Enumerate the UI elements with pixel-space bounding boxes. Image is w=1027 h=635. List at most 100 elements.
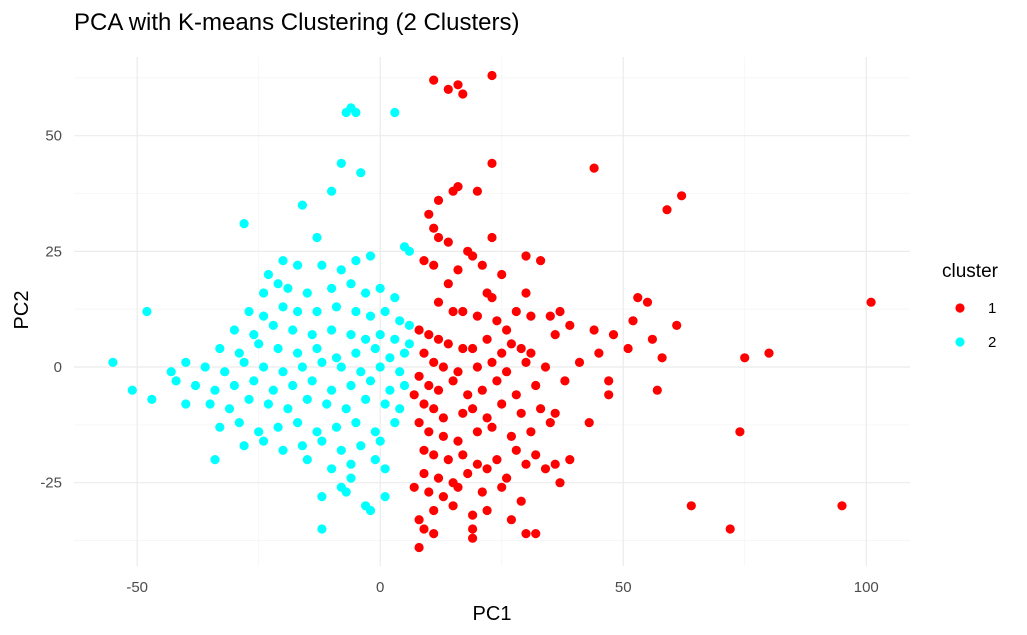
data-point-cluster-2 — [327, 283, 337, 293]
data-point-cluster-2 — [244, 394, 254, 404]
data-point-cluster-2 — [370, 455, 380, 465]
data-point-cluster-2 — [229, 325, 239, 335]
data-point-cluster-2 — [365, 505, 376, 516]
data-point-cluster-1 — [633, 293, 643, 303]
data-point-cluster-1 — [468, 510, 478, 520]
data-point-cluster-1 — [584, 418, 594, 428]
data-point-cluster-1 — [536, 256, 546, 266]
data-point-cluster-2 — [220, 367, 230, 377]
data-point-cluster-2 — [380, 399, 390, 409]
x-tick-label: 100 — [854, 579, 879, 596]
data-point-cluster-1 — [531, 529, 541, 539]
data-point-cluster-1 — [433, 232, 444, 243]
data-point-cluster-1 — [409, 390, 419, 400]
data-point-cluster-1 — [458, 89, 468, 99]
data-point-cluster-1 — [526, 427, 536, 437]
data-point-cluster-1 — [453, 436, 463, 446]
data-point-cluster-2 — [239, 441, 249, 451]
data-point-cluster-1 — [429, 505, 439, 516]
data-point-cluster-1 — [414, 515, 424, 525]
data-point-cluster-1 — [438, 492, 448, 502]
y-tick-label: -25 — [40, 475, 62, 492]
data-point-cluster-1 — [468, 524, 478, 534]
data-point-cluster-2 — [390, 334, 400, 344]
data-point-cluster-2 — [317, 357, 327, 367]
data-point-cluster-2 — [249, 376, 259, 386]
data-point-cluster-2 — [244, 306, 254, 317]
data-point-cluster-1 — [453, 482, 463, 492]
data-point-cluster-1 — [686, 501, 696, 511]
data-point-cluster-2 — [361, 334, 371, 344]
data-points — [108, 70, 876, 553]
data-point-cluster-1 — [424, 330, 434, 340]
data-point-cluster-1 — [429, 260, 439, 270]
data-point-cluster-2 — [390, 107, 400, 118]
data-point-cluster-2 — [341, 487, 351, 497]
data-point-cluster-1 — [662, 205, 672, 215]
data-point-cluster-2 — [278, 445, 288, 455]
data-point-cluster-2 — [268, 320, 278, 330]
data-point-cluster-1 — [497, 482, 507, 492]
data-point-cluster-2 — [273, 279, 283, 289]
tick-labels: -50 0 50 100 -25 0 25 50 — [40, 128, 878, 596]
data-point-cluster-1 — [735, 427, 745, 437]
data-point-cluster-2 — [404, 320, 414, 330]
data-point-cluster-1 — [429, 404, 439, 414]
data-point-cluster-1 — [657, 353, 667, 363]
data-point-cluster-1 — [550, 408, 560, 418]
data-point-cluster-1 — [458, 306, 468, 317]
data-point-cluster-1 — [550, 330, 560, 340]
data-point-cluster-2 — [351, 306, 361, 317]
data-point-cluster-2 — [312, 427, 322, 437]
data-point-cluster-2 — [239, 357, 249, 367]
data-point-cluster-2 — [370, 427, 380, 437]
data-point-cluster-1 — [516, 408, 526, 418]
data-point-cluster-1 — [725, 524, 735, 534]
data-point-cluster-1 — [516, 496, 526, 506]
data-point-cluster-2 — [331, 422, 342, 432]
data-point-cluster-2 — [395, 316, 405, 326]
data-point-cluster-2 — [375, 362, 385, 372]
data-point-cluster-2 — [297, 200, 307, 210]
data-point-cluster-1 — [419, 348, 429, 358]
data-point-cluster-2 — [317, 524, 327, 534]
data-point-cluster-1 — [433, 195, 444, 205]
data-point-cluster-2 — [385, 385, 395, 395]
data-point-cluster-1 — [438, 431, 448, 441]
data-point-cluster-1 — [521, 357, 531, 367]
data-point-cluster-1 — [560, 376, 570, 386]
data-point-cluster-2 — [297, 441, 307, 451]
data-point-cluster-2 — [181, 399, 191, 409]
data-point-cluster-2 — [283, 283, 293, 293]
chart-title: PCA with K-means Clustering (2 Clusters) — [74, 9, 519, 36]
data-point-cluster-2 — [293, 260, 303, 270]
data-point-cluster-2 — [395, 404, 405, 414]
data-point-cluster-1 — [526, 348, 536, 358]
data-point-cluster-2 — [302, 288, 312, 298]
data-point-cluster-2 — [331, 353, 342, 363]
data-point-cluster-1 — [594, 348, 604, 358]
data-point-cluster-1 — [521, 459, 531, 469]
data-point-cluster-1 — [429, 450, 439, 460]
data-point-cluster-2 — [190, 380, 201, 391]
data-point-cluster-2 — [336, 265, 346, 275]
data-point-cluster-1 — [453, 367, 463, 377]
data-point-cluster-1 — [492, 376, 502, 386]
data-point-cluster-1 — [468, 404, 478, 414]
data-point-cluster-1 — [419, 468, 429, 479]
data-point-cluster-2 — [351, 107, 361, 118]
data-point-cluster-1 — [443, 339, 453, 349]
data-point-cluster-2 — [249, 330, 259, 340]
data-point-cluster-2 — [331, 302, 342, 312]
legend-items: 12 — [955, 300, 996, 351]
data-point-cluster-1 — [565, 455, 575, 465]
data-point-cluster-1 — [837, 501, 847, 511]
data-point-cluster-1 — [433, 385, 444, 395]
data-point-cluster-2 — [341, 404, 351, 414]
data-point-cluster-2 — [302, 455, 312, 465]
y-tick-label: 25 — [45, 243, 62, 260]
data-point-cluster-1 — [487, 422, 497, 432]
y-tick-label: 0 — [54, 359, 62, 376]
data-point-cluster-1 — [511, 445, 521, 455]
